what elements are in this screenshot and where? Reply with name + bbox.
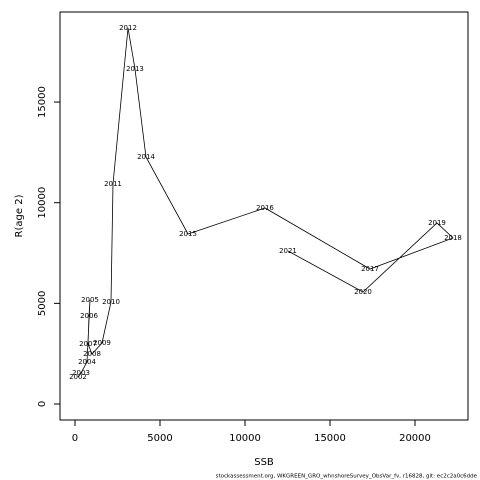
point-label: 2008 xyxy=(83,350,101,358)
point-label: 2013 xyxy=(126,65,144,73)
y-tick-label: 15000 xyxy=(37,86,48,118)
point-label: 2016 xyxy=(256,204,274,212)
point-label: 2007 xyxy=(79,340,97,348)
point-label: 2010 xyxy=(102,298,120,306)
point-label: 2018 xyxy=(444,234,462,242)
point-label: 2002 xyxy=(69,373,87,381)
y-tick-label: 10000 xyxy=(37,187,48,219)
y-tick-label: 0 xyxy=(37,401,48,407)
point-label: 2014 xyxy=(137,153,155,161)
point-label: 2021 xyxy=(279,247,297,255)
point-label: 2009 xyxy=(93,339,111,347)
x-tick-label: 15000 xyxy=(314,433,346,444)
point-label: 2019 xyxy=(428,219,446,227)
point-label: 2005 xyxy=(81,296,99,304)
y-axis-label: R(age 2) xyxy=(14,194,25,237)
y-tick-label: 5000 xyxy=(37,291,48,316)
point-label: 2017 xyxy=(361,265,379,273)
plot-frame xyxy=(59,11,469,421)
point-label: 2004 xyxy=(78,358,96,366)
x-tick-label: 0 xyxy=(72,433,78,444)
point-label: 2015 xyxy=(179,230,197,238)
x-tick-label: 10000 xyxy=(229,433,261,444)
point-label: 2003 xyxy=(72,369,90,377)
point-label: 2012 xyxy=(119,24,137,32)
x-tick-label: 20000 xyxy=(399,433,431,444)
point-label: 2006 xyxy=(80,312,98,320)
x-tick-label: 5000 xyxy=(147,433,172,444)
point-label: 2011 xyxy=(104,180,122,188)
point-label: 2020 xyxy=(354,288,372,296)
footnote: stockassessment.org, WKGREEN_GRO_whnshor… xyxy=(216,474,478,480)
x-axis-label: SSB xyxy=(254,457,274,468)
data-line xyxy=(77,27,454,378)
